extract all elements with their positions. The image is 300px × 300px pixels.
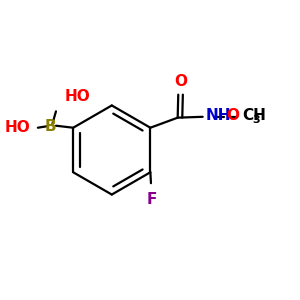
Text: HO: HO <box>64 89 90 104</box>
Text: B: B <box>44 119 56 134</box>
Text: F: F <box>147 192 157 207</box>
Text: O: O <box>174 74 187 89</box>
Text: NH: NH <box>206 108 231 123</box>
Text: 3: 3 <box>252 115 260 125</box>
Text: CH: CH <box>242 108 266 123</box>
Text: HO: HO <box>4 120 30 135</box>
Text: O: O <box>226 108 239 123</box>
